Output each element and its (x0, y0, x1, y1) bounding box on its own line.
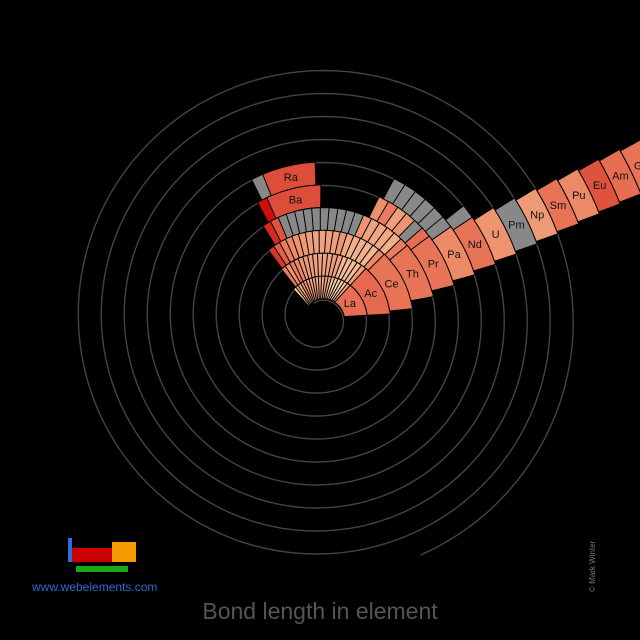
chart-title: Bond length in element (202, 598, 438, 624)
label-pm: Pm (508, 219, 525, 231)
logo-block-f (76, 566, 128, 572)
label-nd: Nd (468, 239, 482, 251)
label-sm: Sm (550, 200, 567, 212)
logo-block-s (68, 538, 72, 562)
spiral-guide-line (77, 69, 574, 556)
label-ce: Ce (384, 278, 398, 290)
cell-gd (619, 139, 640, 193)
label-pa: Pa (447, 249, 461, 261)
spiral-guides (77, 69, 574, 556)
label-u: U (492, 229, 500, 241)
webelements-logo-icon (66, 536, 138, 576)
cell-ra (262, 161, 317, 197)
label-pr: Pr (428, 259, 439, 271)
label-eu: Eu (593, 180, 606, 192)
site-link[interactable]: www.webelements.com (32, 580, 158, 594)
label-ac: Ac (364, 288, 377, 300)
label-ra: Ra (284, 172, 299, 184)
label-am: Am (612, 170, 629, 182)
logo-block-d (72, 548, 112, 562)
label-pu: Pu (572, 190, 585, 202)
element-cells: HLiNaKRbCsFrBeMgCaSrBaRaScYLuLrTiZrHfRfV… (250, 139, 640, 318)
label-gd: Gd (634, 161, 640, 173)
label-ba: Ba (289, 194, 303, 206)
label-th: Th (406, 268, 419, 280)
logo-block-p (112, 542, 136, 562)
label-np: Np (530, 210, 544, 222)
credit-text: © Mark Winter (588, 540, 597, 592)
label-la: La (344, 298, 357, 310)
